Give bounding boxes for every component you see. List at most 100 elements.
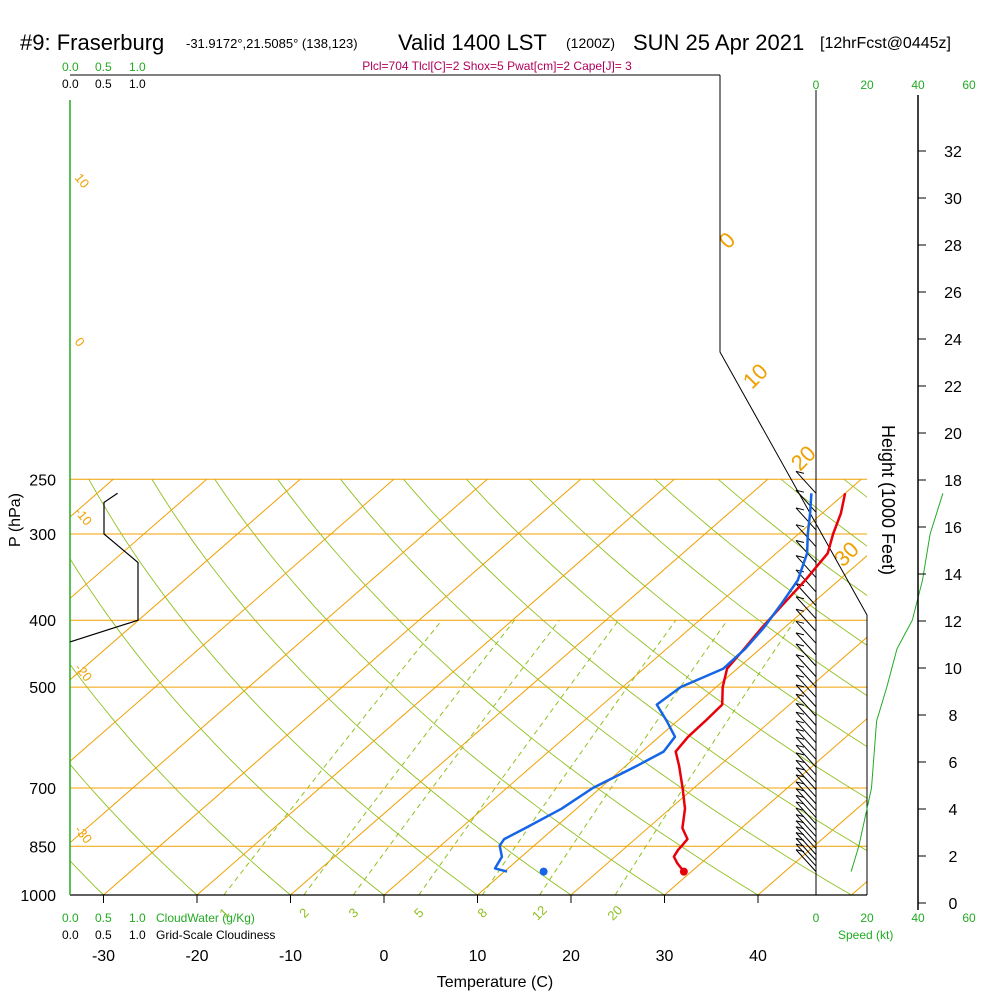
station-coords: -31.9172°,21.5085° (138,123) bbox=[186, 36, 358, 51]
isotherm-30 bbox=[664, 717, 867, 895]
height-tick-label-16: 16 bbox=[944, 520, 962, 537]
height-tick-label-28: 28 bbox=[944, 238, 962, 255]
wind-barb-34 bbox=[795, 555, 817, 578]
wind-barb-flag-29 bbox=[795, 620, 805, 624]
wind-barb-30 bbox=[795, 608, 817, 632]
surface-marker-1 bbox=[539, 867, 548, 876]
wind-barb-flag-16 bbox=[795, 744, 805, 748]
grid-layer bbox=[70, 478, 867, 895]
speed-axis-label: Speed (kt) bbox=[838, 928, 893, 942]
wind-barb-22 bbox=[795, 693, 817, 717]
wind-barb-5 bbox=[795, 820, 817, 844]
wind-barb-flag-30 bbox=[795, 608, 805, 612]
forecast-date: SUN 25 Apr 2021 bbox=[633, 30, 804, 55]
cloud-top-green-2: 1.0 bbox=[129, 60, 146, 74]
wind-barb-flag-10 bbox=[795, 788, 805, 792]
wind-barb-flag-38 bbox=[795, 489, 805, 493]
wind-barb-flag-13 bbox=[795, 767, 805, 771]
wind-barb-7 bbox=[795, 807, 817, 831]
height-tick-label-14: 14 bbox=[944, 567, 962, 584]
cloud-bot-green-0: 0.0 bbox=[62, 911, 79, 925]
temp-tick-label-10: 10 bbox=[469, 948, 487, 965]
isotherm--60 bbox=[70, 478, 301, 681]
y-axis-title: P (hPa) bbox=[7, 493, 24, 547]
dry-adiabat-14 bbox=[340, 479, 852, 895]
wind-barb-10 bbox=[795, 788, 817, 812]
wind-barb-flag-24 bbox=[795, 674, 805, 678]
wind-barb-flag-36 bbox=[795, 524, 805, 528]
forecast-info: [12hrFcst@0445z] bbox=[820, 35, 951, 52]
wind-barb-flag-20 bbox=[795, 711, 805, 715]
dry-adiabat-12 bbox=[214, 479, 665, 895]
pressure-label-500: 500 bbox=[29, 680, 56, 697]
wind-barb-flag-25 bbox=[795, 664, 805, 668]
height-tick-label-2: 2 bbox=[949, 849, 958, 866]
wind-barb-17 bbox=[795, 736, 817, 760]
pressure-label-700: 700 bbox=[29, 781, 56, 798]
cloud-bot-green-1: 0.5 bbox=[95, 911, 112, 925]
wind-barb-3 bbox=[795, 832, 817, 855]
dry-adiabat-13 bbox=[277, 479, 759, 895]
height-tick-label-4: 4 bbox=[949, 802, 958, 819]
utc-time: (1200Z) bbox=[566, 35, 615, 51]
wind-barb-flag-18 bbox=[795, 728, 805, 732]
speed-bot-2: 40 bbox=[911, 911, 925, 925]
cloud-bot-black-2: 1.0 bbox=[129, 928, 146, 942]
wind-barb-19 bbox=[795, 720, 817, 744]
dry-adiabat-11 bbox=[151, 479, 572, 895]
wind-barb-23 bbox=[795, 684, 817, 708]
wind-barb-2 bbox=[795, 838, 817, 861]
wind-barb-flag-34 bbox=[795, 555, 805, 559]
wind-barb-24 bbox=[795, 674, 817, 698]
dry-adiabat-19 bbox=[654, 478, 867, 646]
height-tick-label-10: 10 bbox=[944, 661, 962, 678]
height-tick-label-20: 20 bbox=[944, 426, 962, 443]
dry-adiabat-10 bbox=[88, 479, 478, 895]
wind-barb-flag-21 bbox=[795, 702, 805, 706]
temp-tick-label--20: -20 bbox=[185, 948, 208, 965]
mixing-ratio-line-2 bbox=[352, 619, 560, 895]
wind-barb-15 bbox=[795, 752, 817, 776]
wind-barb-6 bbox=[795, 814, 817, 837]
wind-barb-31 bbox=[795, 596, 817, 620]
speed-top-2: 40 bbox=[911, 78, 925, 92]
isotherm-40 bbox=[757, 799, 867, 895]
wind-barb-21 bbox=[795, 703, 817, 726]
wind-barb-28 bbox=[795, 632, 817, 656]
station-title: #9: Fraserburg bbox=[20, 30, 164, 55]
wind-barb-12 bbox=[795, 774, 817, 798]
height-tick-label-6: 6 bbox=[949, 755, 958, 772]
x-axis-title: Temperature (C) bbox=[437, 974, 553, 991]
pressure-label-250: 250 bbox=[29, 472, 56, 489]
wind-barb-flag-28 bbox=[795, 632, 805, 636]
dry-adiabat-9 bbox=[70, 557, 385, 895]
height-tick-label-30: 30 bbox=[944, 191, 962, 208]
dry-adiabat-8 bbox=[70, 663, 291, 895]
wind-barb-flag-12 bbox=[795, 774, 805, 778]
cloud-bot-black-0: 0.0 bbox=[62, 928, 79, 942]
surface-marker-0 bbox=[679, 867, 688, 876]
cloud-top-black-1: 0.5 bbox=[95, 77, 112, 91]
wind-barb-16 bbox=[795, 744, 817, 768]
series-line-0 bbox=[672, 493, 847, 873]
height-tick-label-0: 0 bbox=[949, 896, 958, 913]
wind-barb-4 bbox=[795, 826, 817, 850]
temp-tick-label--10: -10 bbox=[279, 948, 302, 965]
isotherm--70 bbox=[70, 478, 208, 600]
height-tick-label-12: 12 bbox=[944, 614, 962, 631]
speed-top-1: 20 bbox=[860, 78, 874, 92]
wind-barb-flag-31 bbox=[795, 596, 805, 600]
height-tick-label-22: 22 bbox=[944, 379, 962, 396]
wind-barb-18 bbox=[795, 728, 817, 752]
wind-barb-9 bbox=[795, 795, 817, 818]
temp-tick-label-30: 30 bbox=[656, 948, 674, 965]
wind-barb-flag-27 bbox=[795, 643, 805, 647]
speed-top-0: 0 bbox=[813, 78, 820, 92]
wind-barb-11 bbox=[795, 781, 817, 805]
wind-barb-flag-8 bbox=[795, 801, 805, 805]
axes-layer: 0246810121416182022242628303210008507005… bbox=[20, 95, 962, 965]
temp-tick-label--30: -30 bbox=[92, 948, 115, 965]
pressure-label-400: 400 bbox=[29, 613, 56, 630]
